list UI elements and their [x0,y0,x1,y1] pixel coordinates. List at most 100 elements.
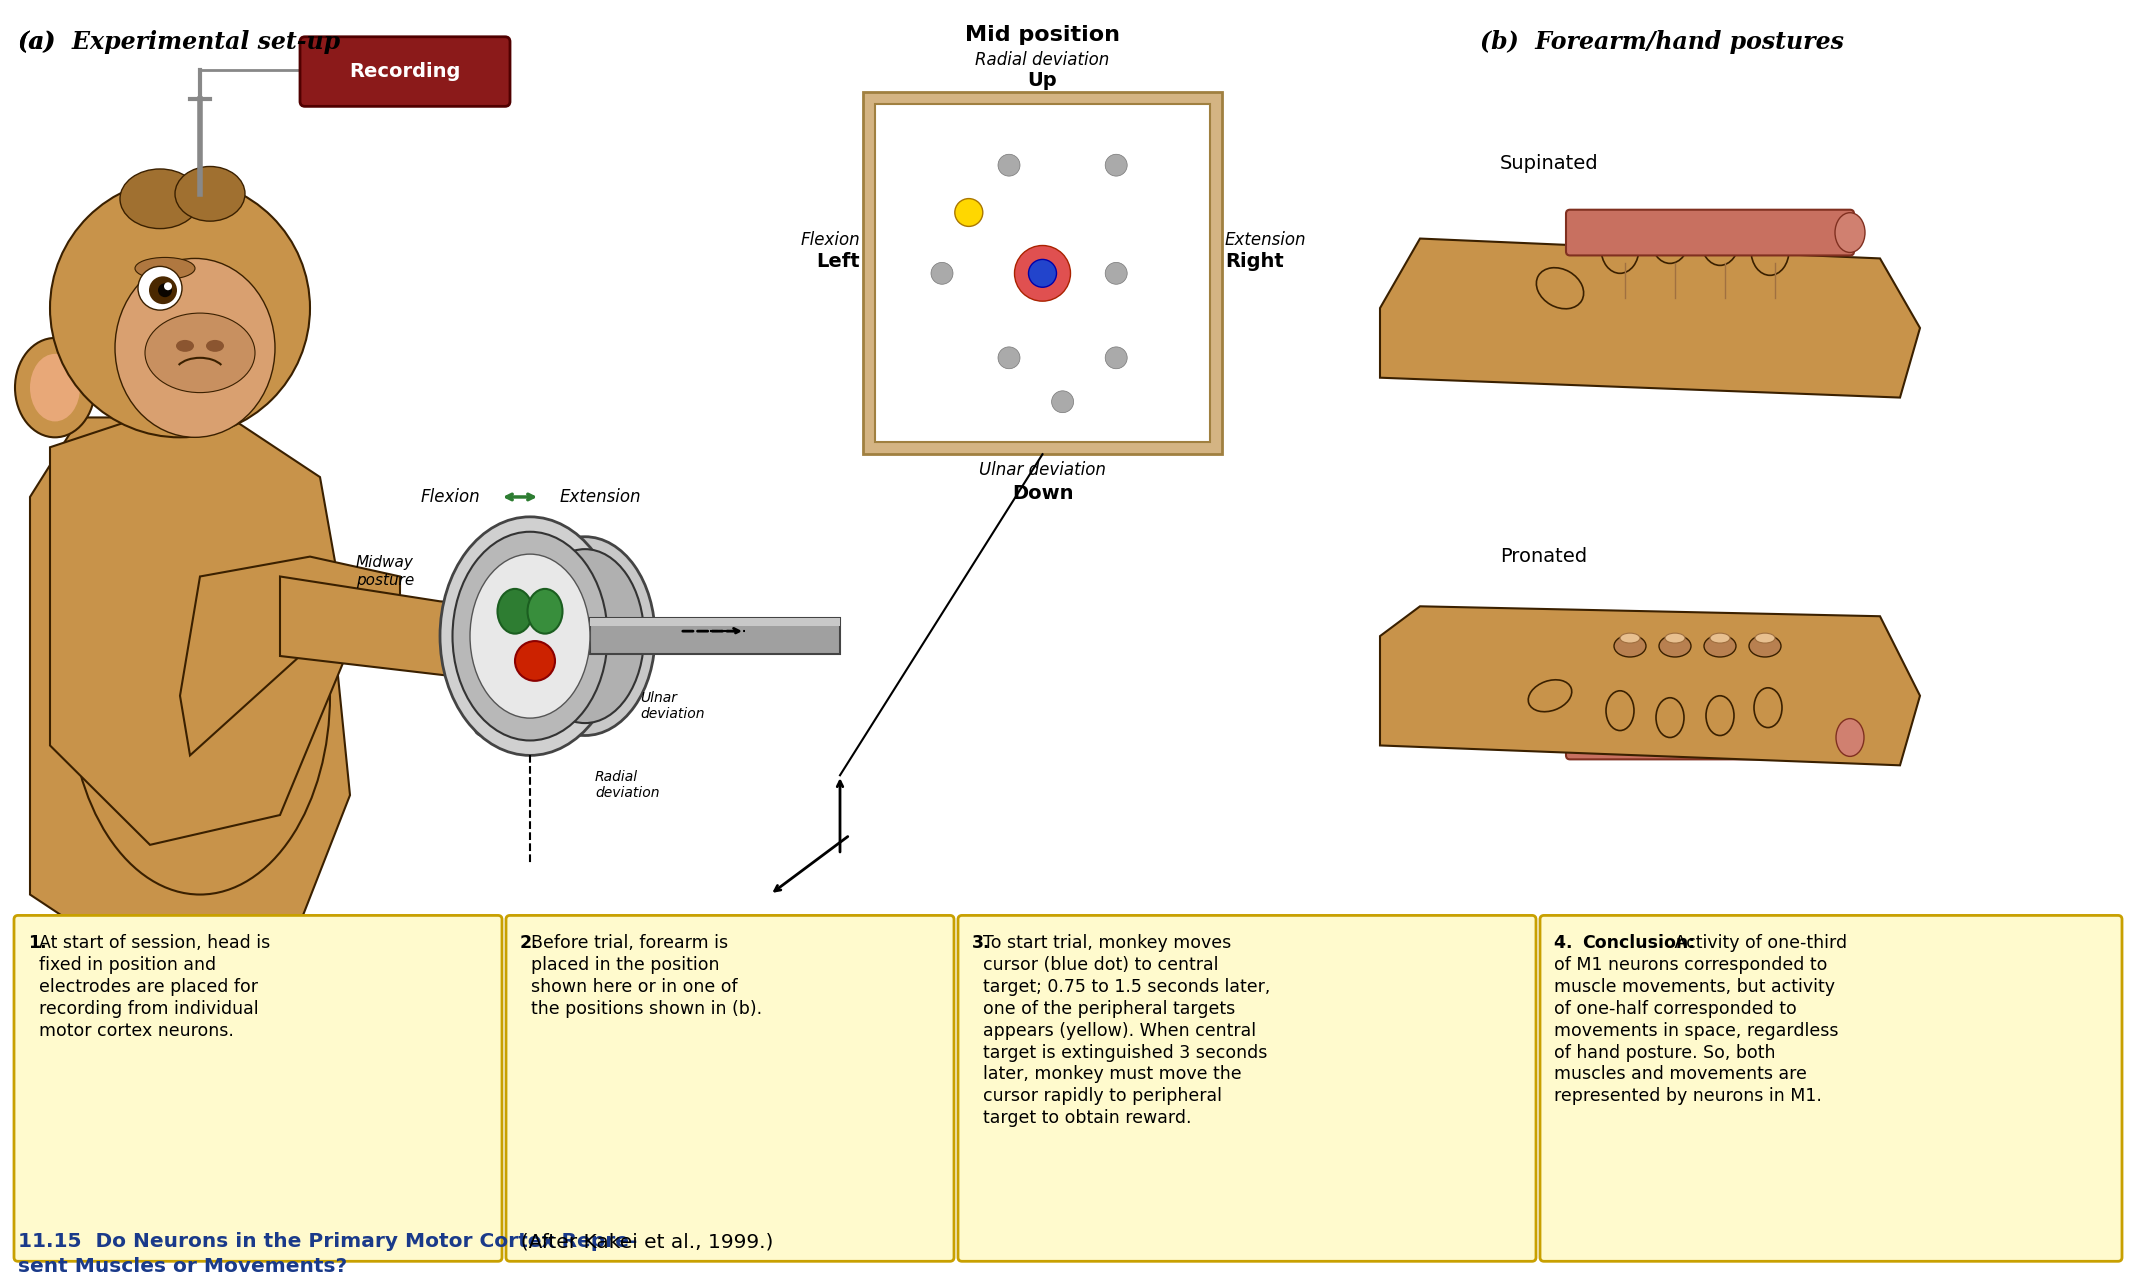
Ellipse shape [1664,633,1685,644]
Circle shape [998,154,1021,176]
Text: Flexion: Flexion [421,488,481,506]
Ellipse shape [1705,634,1737,656]
Ellipse shape [1536,268,1583,309]
Text: Conclusion:: Conclusion: [1583,934,1696,952]
Text: the positions shown in (b).: the positions shown in (b). [519,1000,763,1018]
Ellipse shape [1655,698,1683,737]
Ellipse shape [1707,696,1734,735]
Text: Radial deviation: Radial deviation [976,50,1109,68]
Ellipse shape [30,354,79,421]
Text: of hand posture. So, both: of hand posture. So, both [1555,1044,1775,1062]
Circle shape [998,347,1021,369]
Ellipse shape [515,537,656,735]
Ellipse shape [70,497,329,894]
Ellipse shape [534,722,585,740]
Ellipse shape [1651,214,1690,264]
Text: placed in the position: placed in the position [519,956,720,974]
Circle shape [1051,391,1074,413]
Text: one of the peripheral targets: one of the peripheral targets [972,1000,1235,1018]
Ellipse shape [1700,216,1739,265]
Polygon shape [49,398,350,844]
Circle shape [139,266,182,310]
Ellipse shape [504,722,555,740]
Text: 1.: 1. [28,934,47,952]
Text: Radial
deviation: Radial deviation [596,770,660,801]
Text: cursor (blue dot) to central: cursor (blue dot) to central [972,956,1218,974]
Ellipse shape [453,532,607,740]
Text: Left: Left [816,252,861,270]
Ellipse shape [1606,691,1634,731]
FancyBboxPatch shape [1540,915,2121,1261]
FancyBboxPatch shape [959,915,1536,1261]
Text: Midway
posture: Midway posture [357,555,414,588]
Bar [590,618,839,654]
Text: electrodes are placed for: electrodes are placed for [28,978,258,996]
Text: 4.: 4. [1555,934,1585,952]
Text: of M1 neurons corresponded to: of M1 neurons corresponded to [1555,956,1828,974]
Ellipse shape [135,257,194,279]
Circle shape [158,283,173,297]
Ellipse shape [1660,634,1692,656]
Ellipse shape [175,340,194,351]
Ellipse shape [15,338,94,438]
Text: fixed in position and: fixed in position and [28,956,216,974]
Text: At start of session, head is: At start of session, head is [28,934,271,952]
Circle shape [150,277,177,304]
FancyBboxPatch shape [299,37,511,107]
Text: Extension: Extension [560,488,641,506]
Ellipse shape [145,313,254,393]
Bar [876,104,1209,443]
Text: cursor rapidly to peripheral: cursor rapidly to peripheral [972,1088,1222,1106]
Text: appears (yellow). When central: appears (yellow). When central [972,1022,1256,1040]
Text: Activity of one-third: Activity of one-third [1668,934,1848,952]
Ellipse shape [175,166,246,221]
Ellipse shape [1619,633,1640,644]
Text: Mid position: Mid position [965,24,1119,45]
Ellipse shape [1602,224,1638,273]
Ellipse shape [120,169,201,229]
Ellipse shape [1754,687,1781,727]
Text: movements in space, regardless: movements in space, regardless [1555,1022,1839,1040]
FancyBboxPatch shape [1566,717,1854,759]
Text: Supinated: Supinated [1499,154,1598,174]
Text: muscle movements, but activity: muscle movements, but activity [1555,978,1835,996]
Text: Down: Down [1012,484,1072,503]
Ellipse shape [498,589,532,633]
Text: Up: Up [1027,71,1057,90]
Bar [590,618,839,627]
Circle shape [1015,246,1070,301]
Ellipse shape [470,555,590,718]
Ellipse shape [1837,718,1865,757]
Circle shape [1030,260,1057,287]
Text: Before trial, forearm is: Before trial, forearm is [519,934,728,952]
Polygon shape [280,577,560,676]
Ellipse shape [525,550,643,723]
Ellipse shape [1527,680,1572,712]
Text: Ulnar deviation: Ulnar deviation [978,461,1106,479]
Text: represented by neurons in M1.: represented by neurons in M1. [1555,1088,1822,1106]
Ellipse shape [474,722,525,740]
Text: of one-half corresponded to: of one-half corresponded to [1555,1000,1796,1018]
Bar [863,93,1222,454]
Polygon shape [179,556,399,755]
Text: target is extinguished 3 seconds: target is extinguished 3 seconds [972,1044,1267,1062]
Ellipse shape [1749,634,1781,656]
Ellipse shape [1756,633,1775,644]
Ellipse shape [1835,212,1865,252]
Circle shape [955,198,983,227]
Ellipse shape [1615,634,1647,656]
Polygon shape [1380,606,1920,766]
Text: 11.15  Do Neurons in the Primary Motor Cortex Repre-
sent Muscles or Movements?: 11.15 Do Neurons in the Primary Motor Co… [17,1233,637,1277]
Text: (a): (a) [17,30,56,54]
Circle shape [515,641,555,681]
Ellipse shape [115,259,276,438]
Text: (b)  Forearm/hand postures: (b) Forearm/hand postures [1480,30,1843,54]
Text: target; 0.75 to 1.5 seconds later,: target; 0.75 to 1.5 seconds later, [972,978,1271,996]
Circle shape [1104,154,1128,176]
Text: recording from individual: recording from individual [28,1000,258,1018]
Text: To start trial, monkey moves: To start trial, monkey moves [972,934,1230,952]
Polygon shape [30,417,350,994]
Text: (a)  Experimental set-up: (a) Experimental set-up [17,30,340,54]
Text: later, monkey must move the: later, monkey must move the [972,1066,1241,1084]
Polygon shape [1380,238,1920,398]
